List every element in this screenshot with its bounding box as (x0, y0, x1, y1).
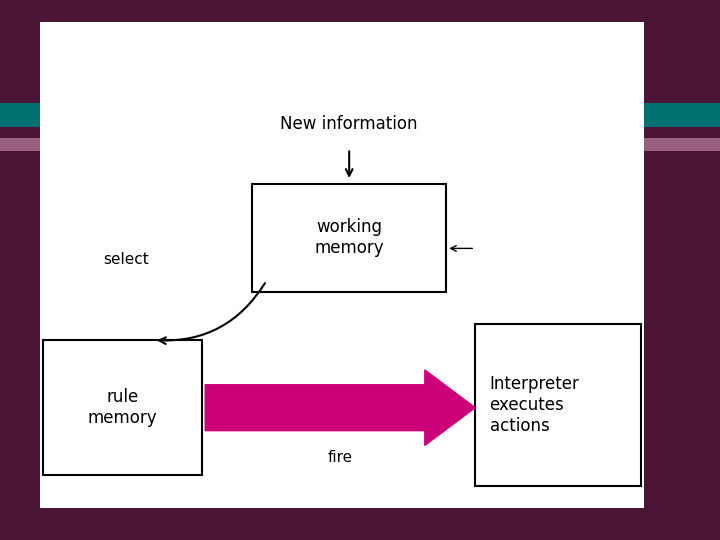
Bar (475, 324, 641, 486)
Text: rule
memory: rule memory (88, 388, 157, 427)
FancyArrowPatch shape (159, 283, 265, 344)
Text: fire: fire (328, 450, 353, 465)
Bar (252, 184, 446, 292)
Bar (0, 138, 40, 151)
Polygon shape (205, 370, 475, 446)
Text: select: select (103, 252, 149, 267)
Bar (644, 103, 720, 127)
Bar (40, 22, 644, 508)
Bar (43, 340, 202, 475)
Bar (644, 138, 720, 151)
Bar (0, 103, 40, 127)
Text: working
memory: working memory (315, 218, 384, 257)
Text: Interpreter
executes
actions: Interpreter executes actions (490, 375, 580, 435)
Text: New information: New information (281, 115, 418, 133)
